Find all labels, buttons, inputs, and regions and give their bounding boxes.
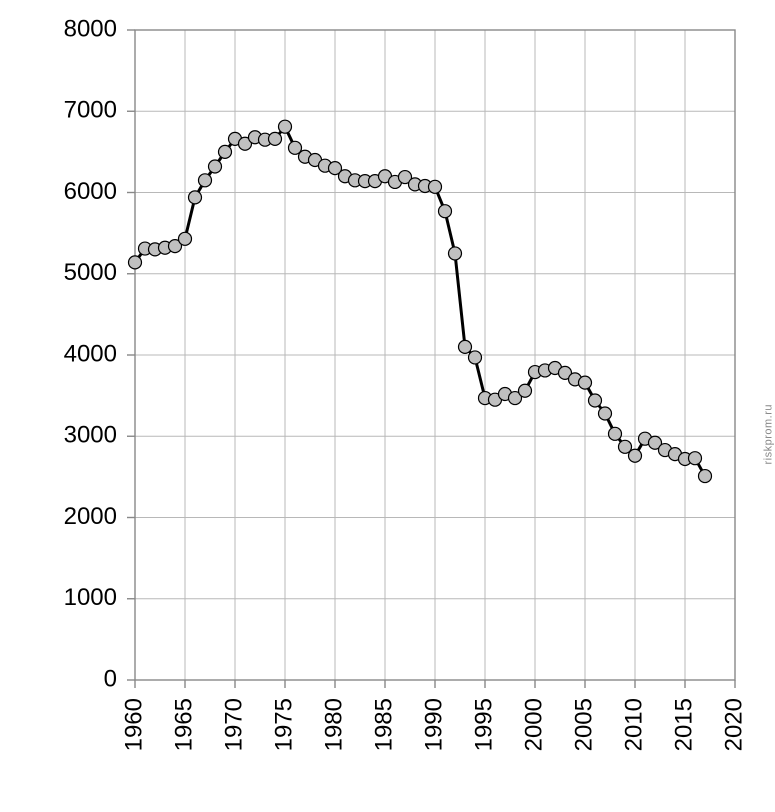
- data-point: [449, 247, 462, 260]
- y-tick-label: 0: [104, 665, 117, 692]
- x-tick-label: 1995: [470, 698, 497, 751]
- data-point: [279, 120, 292, 133]
- data-point: [579, 376, 592, 389]
- y-tick-label: 4000: [64, 340, 117, 367]
- data-point: [599, 407, 612, 420]
- data-point: [189, 191, 202, 204]
- data-point: [699, 470, 712, 483]
- data-point: [689, 452, 702, 465]
- y-tick-label: 8000: [64, 15, 117, 42]
- x-tick-label: 1990: [420, 698, 447, 751]
- y-tick-label: 1000: [64, 584, 117, 611]
- x-tick-label: 2020: [720, 698, 747, 751]
- data-point: [609, 427, 622, 440]
- x-tick-label: 1970: [220, 698, 247, 751]
- x-tick-label: 1980: [320, 698, 347, 751]
- y-tick-label: 5000: [64, 259, 117, 286]
- data-point: [629, 449, 642, 462]
- line-chart: 0 1000 2000 3000 4000 5000 6000 7000 8000 1960 196…: [0, 0, 775, 807]
- x-tick-label: 2015: [670, 698, 697, 751]
- y-tick-label: 2000: [64, 503, 117, 530]
- y-tick-label: 3000: [64, 422, 117, 449]
- data-point: [519, 384, 532, 397]
- data-point: [589, 394, 602, 407]
- x-tick-label: 2010: [620, 698, 647, 751]
- x-tick-label: 2005: [570, 698, 597, 751]
- x-tick-label: 1985: [370, 698, 397, 751]
- y-tick-label: 6000: [64, 178, 117, 205]
- data-point: [459, 340, 472, 353]
- x-tick-label: 1960: [120, 698, 147, 751]
- data-point: [129, 256, 142, 269]
- data-point: [469, 351, 482, 364]
- data-point: [179, 232, 192, 245]
- data-point: [429, 180, 442, 193]
- data-point: [219, 145, 232, 158]
- x-tick-label: 1965: [170, 698, 197, 751]
- chart-container: 0 1000 2000 3000 4000 5000 6000 7000 8000 1960 196…: [0, 0, 775, 807]
- y-tick-label: 7000: [64, 97, 117, 124]
- x-tick-label: 1975: [270, 698, 297, 751]
- data-point: [209, 160, 222, 173]
- data-point: [439, 205, 452, 218]
- x-tick-label: 2000: [520, 698, 547, 751]
- data-point: [269, 132, 282, 145]
- watermark-text: riskprom.ru: [763, 404, 775, 465]
- data-point: [199, 174, 212, 187]
